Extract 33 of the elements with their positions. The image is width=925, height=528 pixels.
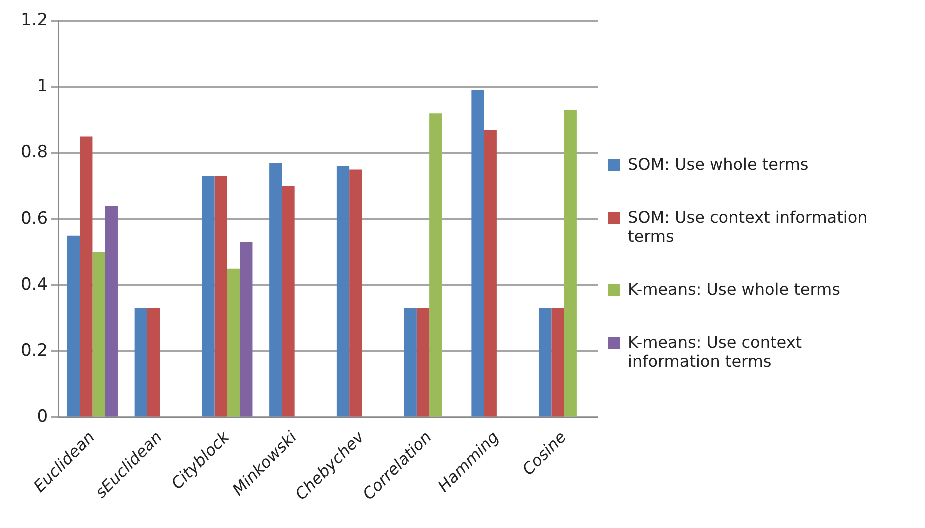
legend-label: K-means: Use whole terms <box>628 280 840 299</box>
y-tick-label: 0 <box>37 406 48 427</box>
bar <box>147 308 160 417</box>
bar <box>105 206 118 417</box>
bar <box>202 176 215 417</box>
bar <box>80 136 93 417</box>
legend-label: SOM: Use whole terms <box>628 155 809 174</box>
y-tick-label: 0.4 <box>20 274 48 295</box>
bar <box>134 308 148 417</box>
legend-label: SOM: Use context information terms <box>628 208 869 246</box>
bar <box>67 236 80 417</box>
bar <box>282 186 295 417</box>
bar <box>240 242 253 417</box>
legend-label: K-means: Use context information terms <box>628 333 804 371</box>
bar <box>430 114 442 417</box>
bar <box>92 252 106 417</box>
y-tick-label: 0.6 <box>20 208 48 229</box>
y-tick-label: 1 <box>37 76 48 97</box>
bar <box>404 308 417 417</box>
bar <box>227 268 240 417</box>
y-tick-label: 0.8 <box>20 142 48 163</box>
y-tick-label: 0.2 <box>20 340 48 361</box>
bar <box>214 176 228 417</box>
bar <box>350 170 362 417</box>
bar <box>336 166 350 417</box>
bar <box>564 110 577 417</box>
bar <box>416 308 430 417</box>
y-tick-label: 1.2 <box>20 10 48 31</box>
bar <box>472 90 484 417</box>
bar <box>539 308 552 417</box>
bar <box>552 308 564 417</box>
bar <box>270 163 282 417</box>
bar <box>484 130 497 417</box>
